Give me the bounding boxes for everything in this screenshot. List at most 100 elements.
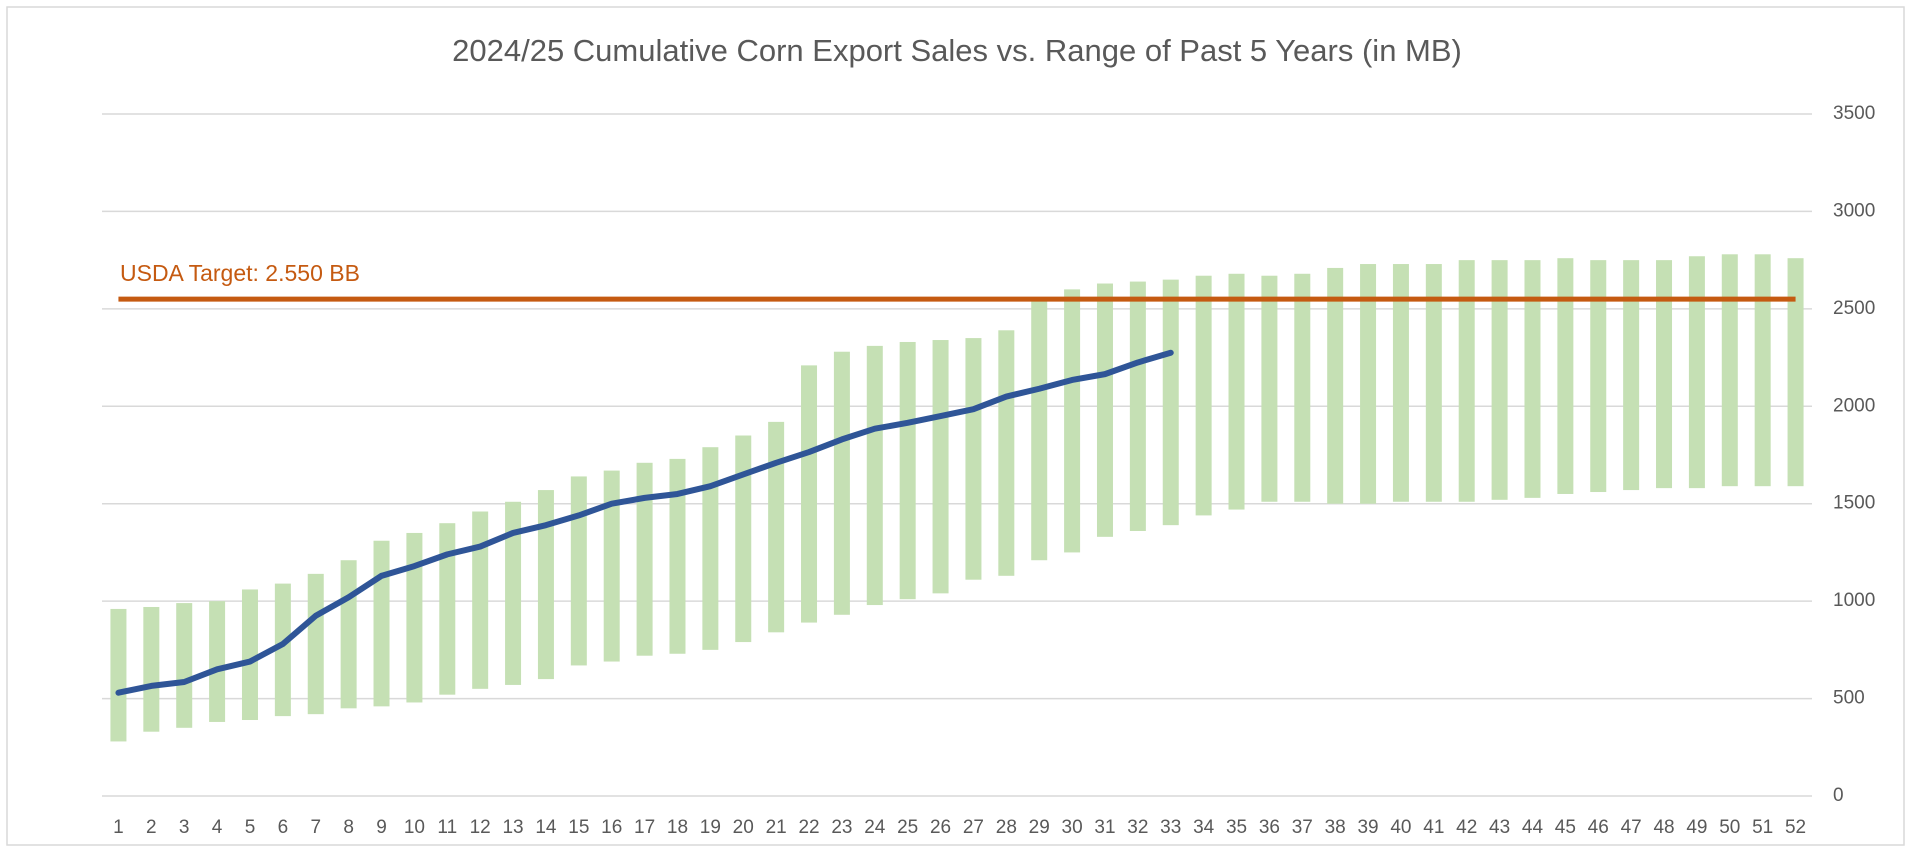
x-tick-label: 20 [733, 817, 754, 838]
x-tick-label: 25 [897, 817, 918, 838]
range-bar [1360, 264, 1377, 504]
x-tick-label: 33 [1160, 817, 1181, 838]
x-tick-label: 49 [1686, 817, 1707, 838]
range-bar [176, 603, 193, 728]
x-tick-label: 12 [470, 817, 491, 838]
range-bar [1425, 264, 1442, 502]
x-tick-label: 52 [1785, 817, 1806, 838]
range-bar [1031, 297, 1048, 561]
range-bar [373, 540, 390, 707]
x-tick-label: 17 [634, 817, 655, 838]
range-bar [1557, 258, 1574, 494]
y-tick-label: 1500 [1833, 493, 1875, 514]
range-bar [1228, 273, 1245, 510]
range-bar [1491, 260, 1508, 500]
x-tick-label: 1 [113, 817, 124, 838]
x-tick-label: 15 [568, 817, 589, 838]
x-tick-label: 39 [1357, 817, 1378, 838]
x-tick-label: 14 [535, 817, 557, 838]
range-bar [1623, 260, 1640, 491]
x-tick-label: 43 [1489, 817, 1510, 838]
range-bar [702, 447, 719, 650]
range-bar [1787, 258, 1804, 487]
x-tick-label: 37 [1292, 817, 1313, 838]
x-tick-label: 42 [1456, 817, 1477, 838]
range-bar [1096, 283, 1113, 537]
range-bar [241, 589, 258, 721]
target-label: USDA Target: 2.550 BB [120, 260, 360, 286]
x-tick-label: 2 [146, 817, 157, 838]
x-tick-label: 35 [1226, 817, 1247, 838]
y-tick-label: 0 [1833, 785, 1844, 806]
x-tick-label: 26 [930, 817, 951, 838]
y-tick-label: 1000 [1833, 590, 1875, 611]
range-bar [406, 532, 423, 703]
x-tick-label: 50 [1719, 817, 1740, 838]
x-tick-label: 10 [404, 817, 425, 838]
x-tick-label: 47 [1621, 817, 1642, 838]
range-bar [209, 601, 226, 722]
x-tick-label: 51 [1752, 817, 1773, 838]
x-tick-label: 36 [1259, 817, 1280, 838]
range-bar [570, 476, 587, 666]
range-bar [1162, 279, 1179, 526]
range-bar [768, 421, 785, 633]
x-tick-label: 29 [1029, 817, 1050, 838]
range-bar [1261, 275, 1278, 502]
range-bar [636, 462, 653, 656]
range-bar [1656, 260, 1673, 489]
range-bar [1195, 275, 1212, 516]
range-bar [1458, 260, 1475, 502]
x-tick-label: 8 [343, 817, 354, 838]
x-tick-label: 21 [766, 817, 787, 838]
x-tick-label: 32 [1127, 817, 1148, 838]
x-tick-label: 44 [1522, 817, 1544, 838]
range-bar [537, 490, 554, 680]
x-tick-label: 30 [1062, 817, 1083, 838]
x-tick-label: 7 [310, 817, 321, 838]
range-bar [603, 470, 620, 662]
x-tick-label: 16 [601, 817, 622, 838]
range-bar [439, 523, 456, 695]
range-bar [735, 435, 752, 643]
range-bar [669, 458, 686, 654]
range-bar [1129, 281, 1146, 531]
x-tick-label: 24 [864, 817, 886, 838]
x-tick-label: 28 [996, 817, 1017, 838]
x-tick-label: 46 [1588, 817, 1609, 838]
range-bar [1064, 289, 1081, 553]
x-tick-label: 23 [831, 817, 852, 838]
range-bar [340, 560, 357, 709]
range-bar [143, 606, 160, 732]
chart-border [6, 6, 1905, 846]
range-bar [866, 345, 883, 606]
x-tick-label: 9 [376, 817, 387, 838]
x-tick-label: 48 [1653, 817, 1674, 838]
range-bar [833, 351, 850, 615]
range-bar [110, 608, 127, 742]
range-bar [472, 511, 489, 689]
x-tick-label: 4 [212, 817, 223, 838]
range-bar [801, 365, 818, 623]
x-tick-label: 31 [1094, 817, 1115, 838]
y-tick-label: 3500 [1833, 103, 1875, 124]
range-bar [899, 341, 916, 600]
y-tick-label: 2500 [1833, 298, 1875, 319]
range-bar [1688, 256, 1705, 489]
line-series [115, 349, 1174, 696]
x-tick-label: 11 [437, 817, 457, 838]
y-tick-label: 500 [1833, 688, 1865, 709]
x-tick-label: 19 [700, 817, 721, 838]
range-bar [1294, 273, 1311, 502]
x-tick-label: 18 [667, 817, 688, 838]
range-bar [1524, 260, 1541, 498]
x-tick-label: 27 [963, 817, 984, 838]
range-bar [1392, 264, 1409, 502]
range-bar [1327, 267, 1344, 504]
y-tick-label: 3000 [1833, 200, 1875, 221]
range-bar [1721, 254, 1738, 487]
x-tick-label: 38 [1325, 817, 1346, 838]
range-bar [307, 573, 324, 715]
